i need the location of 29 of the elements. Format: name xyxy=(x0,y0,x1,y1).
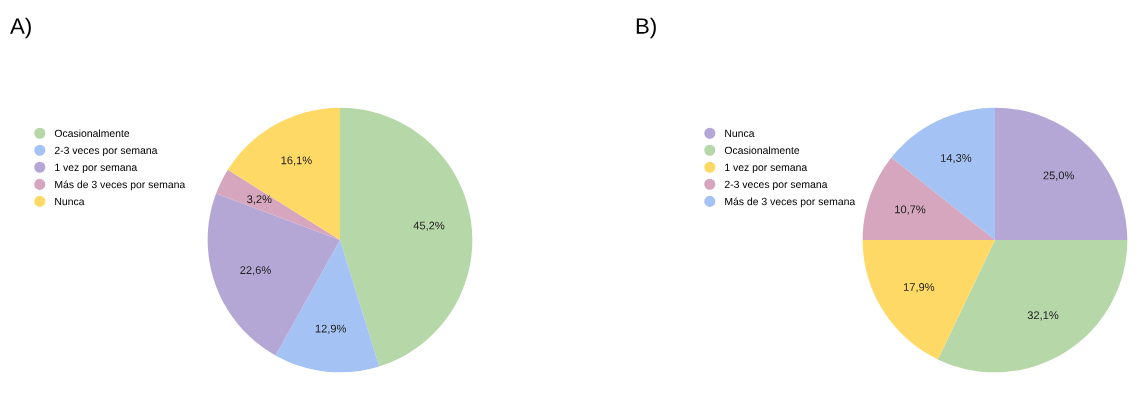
pie-slice xyxy=(275,240,380,373)
pie-slice xyxy=(995,107,1128,240)
pie-slice xyxy=(862,240,995,360)
legend-label: Nunca xyxy=(55,197,85,206)
pie-slice xyxy=(937,240,1128,373)
data-label: 17,9% xyxy=(903,283,935,293)
legend-label: Nunca xyxy=(725,129,755,138)
legend-label: Ocasionalmente xyxy=(724,146,800,155)
data-label: 45,2% xyxy=(413,221,445,231)
legend-label: Más de 3 veces por semana xyxy=(55,180,186,191)
chart-title: A) xyxy=(10,17,31,39)
data-label: 25,0% xyxy=(1043,171,1074,181)
pie-slice xyxy=(216,169,340,240)
data-label: 16,1% xyxy=(281,156,312,166)
data-label: 14,3% xyxy=(941,154,972,164)
data-label: 12,9% xyxy=(315,324,347,334)
data-label: 3,2% xyxy=(247,195,272,205)
legend-label: 1 vez por semana xyxy=(725,163,808,174)
data-label: 22,6% xyxy=(240,266,271,276)
legend-label: 2-3 veces por semana xyxy=(54,146,158,157)
pie-slice xyxy=(891,107,995,240)
legend-label: Más de 3 veces por semana xyxy=(725,197,856,208)
legend-label: 1 vez por semana xyxy=(55,163,138,174)
legend-label: 2-3 veces por semana xyxy=(724,180,828,191)
data-label: 10,7% xyxy=(895,205,926,215)
pie-slice xyxy=(227,107,340,240)
data-label: 32,1% xyxy=(1027,311,1059,321)
chart-title: B) xyxy=(636,17,656,39)
legend-label: Ocasionalmente xyxy=(54,129,130,138)
